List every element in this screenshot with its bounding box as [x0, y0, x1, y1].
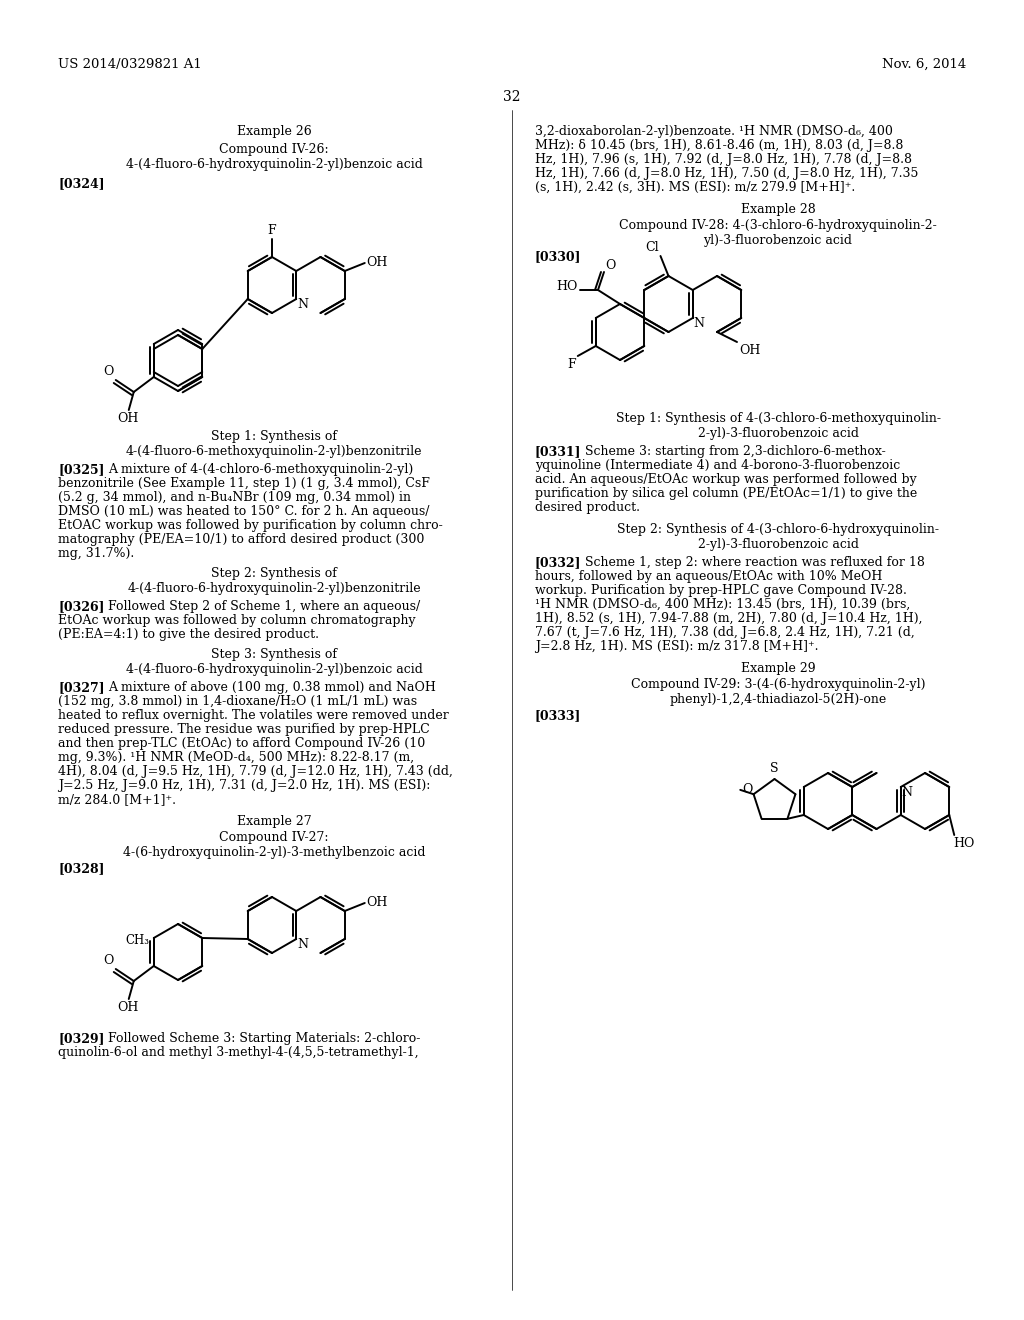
Text: N: N	[297, 939, 308, 950]
Text: 4-(4-fluoro-6-hydroxyquinolin-2-yl)benzonitrile: 4-(4-fluoro-6-hydroxyquinolin-2-yl)benzo…	[127, 582, 421, 595]
Text: ¹H NMR (DMSO-d₆, 400 MHz): 13.45 (brs, 1H), 10.39 (brs,: ¹H NMR (DMSO-d₆, 400 MHz): 13.45 (brs, 1…	[535, 598, 910, 611]
Text: phenyl)-1,2,4-thiadiazol-5(2H)-one: phenyl)-1,2,4-thiadiazol-5(2H)-one	[670, 693, 887, 706]
Text: [0333]: [0333]	[535, 709, 582, 722]
Text: Step 1: Synthesis of: Step 1: Synthesis of	[211, 430, 337, 444]
Text: S: S	[770, 762, 779, 775]
Text: OH: OH	[739, 345, 761, 356]
Text: Step 2: Synthesis of: Step 2: Synthesis of	[211, 568, 337, 579]
Text: 4-(4-fluoro-6-hydroxyquinolin-2-yl)benzoic acid: 4-(4-fluoro-6-hydroxyquinolin-2-yl)benzo…	[126, 158, 423, 172]
Text: workup. Purification by prep-HPLC gave Compound IV-28.: workup. Purification by prep-HPLC gave C…	[535, 583, 907, 597]
Text: J=2.8 Hz, 1H). MS (ESI): m/z 317.8 [M+H]⁺.: J=2.8 Hz, 1H). MS (ESI): m/z 317.8 [M+H]…	[535, 640, 818, 653]
Text: MHz): δ 10.45 (brs, 1H), 8.61-8.46 (m, 1H), 8.03 (d, J=8.8: MHz): δ 10.45 (brs, 1H), 8.61-8.46 (m, 1…	[535, 139, 903, 152]
Text: Followed Scheme 3: Starting Materials: 2-chloro-: Followed Scheme 3: Starting Materials: 2…	[108, 1032, 421, 1045]
Text: CH₃: CH₃	[126, 933, 150, 946]
Text: and then prep-TLC (EtOAc) to afford Compound IV-26 (10: and then prep-TLC (EtOAc) to afford Comp…	[58, 737, 425, 750]
Text: 32: 32	[503, 90, 521, 104]
Text: J=2.5 Hz, J=9.0 Hz, 1H), 7.31 (d, J=2.0 Hz, 1H). MS (ESI):: J=2.5 Hz, J=9.0 Hz, 1H), 7.31 (d, J=2.0 …	[58, 779, 430, 792]
Text: [0324]: [0324]	[58, 177, 104, 190]
Text: Example 28: Example 28	[740, 203, 815, 216]
Text: desired product.: desired product.	[535, 502, 640, 513]
Text: Hz, 1H), 7.96 (s, 1H), 7.92 (d, J=8.0 Hz, 1H), 7.78 (d, J=8.8: Hz, 1H), 7.96 (s, 1H), 7.92 (d, J=8.0 Hz…	[535, 153, 912, 166]
Text: yquinoline (Intermediate 4) and 4-borono-3-fluorobenzoic: yquinoline (Intermediate 4) and 4-borono…	[535, 459, 900, 473]
Text: O: O	[742, 783, 753, 796]
Text: A mixture of above (100 mg, 0.38 mmol) and NaOH: A mixture of above (100 mg, 0.38 mmol) a…	[108, 681, 436, 694]
Text: 4-(6-hydroxyquinolin-2-yl)-3-methylbenzoic acid: 4-(6-hydroxyquinolin-2-yl)-3-methylbenzo…	[123, 846, 425, 859]
Text: heated to reflux overnight. The volatiles were removed under: heated to reflux overnight. The volatile…	[58, 709, 449, 722]
Text: [0325]: [0325]	[58, 463, 104, 477]
Text: (s, 1H), 2.42 (s, 3H). MS (ESI): m/z 279.9 [M+H]⁺.: (s, 1H), 2.42 (s, 3H). MS (ESI): m/z 279…	[535, 181, 855, 194]
Text: Compound IV-26:: Compound IV-26:	[219, 143, 329, 156]
Text: DMSO (10 mL) was heated to 150° C. for 2 h. An aqueous/: DMSO (10 mL) was heated to 150° C. for 2…	[58, 506, 429, 517]
Text: O: O	[103, 954, 114, 968]
Text: 2-yl)-3-fluorobenzoic acid: 2-yl)-3-fluorobenzoic acid	[697, 539, 858, 550]
Text: OH: OH	[117, 1001, 138, 1014]
Text: US 2014/0329821 A1: US 2014/0329821 A1	[58, 58, 202, 71]
Text: EtOAC workup was followed by purification by column chro-: EtOAC workup was followed by purificatio…	[58, 519, 442, 532]
Text: Example 26: Example 26	[237, 125, 311, 139]
Text: A mixture of 4-(4-chloro-6-methoxyquinolin-2-yl): A mixture of 4-(4-chloro-6-methoxyquinol…	[108, 463, 414, 477]
Text: acid. An aqueous/EtOAc workup was performed followed by: acid. An aqueous/EtOAc workup was perfor…	[535, 473, 916, 486]
Text: [0327]: [0327]	[58, 681, 104, 694]
Text: Step 3: Synthesis of: Step 3: Synthesis of	[211, 648, 337, 661]
Text: (5.2 g, 34 mmol), and n-Bu₄NBr (109 mg, 0.34 mmol) in: (5.2 g, 34 mmol), and n-Bu₄NBr (109 mg, …	[58, 491, 411, 504]
Text: benzonitrile (See Example 11, step 1) (1 g, 3.4 mmol), CsF: benzonitrile (See Example 11, step 1) (1…	[58, 477, 430, 490]
Text: Hz, 1H), 7.66 (d, J=8.0 Hz, 1H), 7.50 (d, J=8.0 Hz, 1H), 7.35: Hz, 1H), 7.66 (d, J=8.0 Hz, 1H), 7.50 (d…	[535, 168, 919, 180]
Text: Cl: Cl	[645, 242, 658, 253]
Text: quinolin-6-ol and methyl 3-methyl-4-(4,5,5-tetramethyl-1,: quinolin-6-ol and methyl 3-methyl-4-(4,5…	[58, 1045, 419, 1059]
Text: (PE:EA=4:1) to give the desired product.: (PE:EA=4:1) to give the desired product.	[58, 628, 319, 642]
Text: F: F	[567, 358, 575, 371]
Text: mg, 9.3%). ¹H NMR (MeOD-d₄, 500 MHz): 8.22-8.17 (m,: mg, 9.3%). ¹H NMR (MeOD-d₄, 500 MHz): 8.…	[58, 751, 414, 764]
Text: HO: HO	[557, 280, 578, 293]
Text: 1H), 8.52 (s, 1H), 7.94-7.88 (m, 2H), 7.80 (d, J=10.4 Hz, 1H),: 1H), 8.52 (s, 1H), 7.94-7.88 (m, 2H), 7.…	[535, 612, 923, 624]
Text: 2-yl)-3-fluorobenzoic acid: 2-yl)-3-fluorobenzoic acid	[697, 426, 858, 440]
Text: Scheme 3: starting from 2,3-dichloro-6-methox-: Scheme 3: starting from 2,3-dichloro-6-m…	[585, 445, 886, 458]
Text: purification by silica gel column (PE/EtOAc=1/1) to give the: purification by silica gel column (PE/Et…	[535, 487, 918, 500]
Text: OH: OH	[367, 256, 388, 269]
Text: 4-(4-fluoro-6-methoxyquinolin-2-yl)benzonitrile: 4-(4-fluoro-6-methoxyquinolin-2-yl)benzo…	[126, 445, 422, 458]
Text: O: O	[605, 259, 615, 272]
Text: [0328]: [0328]	[58, 862, 104, 875]
Text: [0331]: [0331]	[535, 445, 582, 458]
Text: N: N	[902, 785, 912, 799]
Text: (152 mg, 3.8 mmol) in 1,4-dioxane/H₂O (1 mL/1 mL) was: (152 mg, 3.8 mmol) in 1,4-dioxane/H₂O (1…	[58, 696, 417, 708]
Text: [0329]: [0329]	[58, 1032, 104, 1045]
Text: Example 29: Example 29	[740, 663, 815, 675]
Text: reduced pressure. The residue was purified by prep-HPLC: reduced pressure. The residue was purifi…	[58, 723, 430, 737]
Text: HO: HO	[953, 837, 975, 850]
Text: hours, followed by an aqueous/EtOAc with 10% MeOH: hours, followed by an aqueous/EtOAc with…	[535, 570, 883, 583]
Text: [0330]: [0330]	[535, 249, 582, 263]
Text: matography (PE/EA=10/1) to afford desired product (300: matography (PE/EA=10/1) to afford desire…	[58, 533, 424, 546]
Text: F: F	[267, 224, 276, 238]
Text: 4-(4-fluoro-6-hydroxyquinolin-2-yl)benzoic acid: 4-(4-fluoro-6-hydroxyquinolin-2-yl)benzo…	[126, 663, 423, 676]
Text: 3,2-dioxaborolan-2-yl)benzoate. ¹H NMR (DMSO-d₆, 400: 3,2-dioxaborolan-2-yl)benzoate. ¹H NMR (…	[535, 125, 893, 139]
Text: Nov. 6, 2014: Nov. 6, 2014	[882, 58, 966, 71]
Text: Step 1: Synthesis of 4-(3-chloro-6-methoxyquinolin-: Step 1: Synthesis of 4-(3-chloro-6-metho…	[615, 412, 940, 425]
Text: OH: OH	[117, 412, 138, 425]
Text: Example 27: Example 27	[237, 814, 311, 828]
Text: N: N	[693, 317, 705, 330]
Text: 4H), 8.04 (d, J=9.5 Hz, 1H), 7.79 (d, J=12.0 Hz, 1H), 7.43 (dd,: 4H), 8.04 (d, J=9.5 Hz, 1H), 7.79 (d, J=…	[58, 766, 453, 777]
Text: O: O	[103, 366, 114, 378]
Text: m/z 284.0 [M+1]⁺.: m/z 284.0 [M+1]⁺.	[58, 793, 176, 807]
Text: Followed Step 2 of Scheme 1, where an aqueous/: Followed Step 2 of Scheme 1, where an aq…	[108, 601, 420, 612]
Text: yl)-3-fluorobenzoic acid: yl)-3-fluorobenzoic acid	[703, 234, 853, 247]
Text: EtOAc workup was followed by column chromatography: EtOAc workup was followed by column chro…	[58, 614, 416, 627]
Text: mg, 31.7%).: mg, 31.7%).	[58, 546, 134, 560]
Text: [0332]: [0332]	[535, 556, 582, 569]
Text: OH: OH	[367, 895, 388, 908]
Text: Compound IV-29: 3-(4-(6-hydroxyquinolin-2-yl): Compound IV-29: 3-(4-(6-hydroxyquinolin-…	[631, 678, 926, 690]
Text: Step 2: Synthesis of 4-(3-chloro-6-hydroxyquinolin-: Step 2: Synthesis of 4-(3-chloro-6-hydro…	[617, 523, 939, 536]
Text: [0326]: [0326]	[58, 601, 104, 612]
Text: Compound IV-27:: Compound IV-27:	[219, 832, 329, 843]
Text: Compound IV-28: 4-(3-chloro-6-hydroxyquinolin-2-: Compound IV-28: 4-(3-chloro-6-hydroxyqui…	[620, 219, 937, 232]
Text: Scheme 1, step 2: where reaction was refluxed for 18: Scheme 1, step 2: where reaction was ref…	[585, 556, 925, 569]
Text: 7.67 (t, J=7.6 Hz, 1H), 7.38 (dd, J=6.8, 2.4 Hz, 1H), 7.21 (d,: 7.67 (t, J=7.6 Hz, 1H), 7.38 (dd, J=6.8,…	[535, 626, 914, 639]
Text: N: N	[297, 298, 308, 312]
